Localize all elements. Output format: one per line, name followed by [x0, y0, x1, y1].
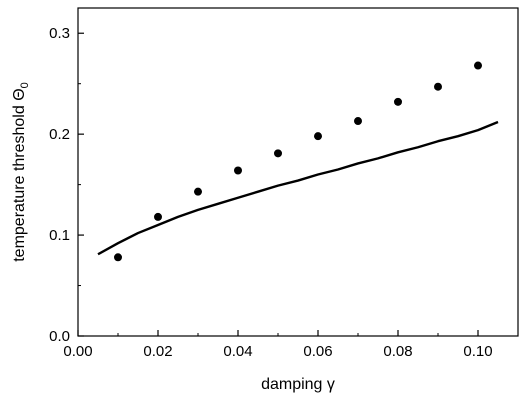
series-layer [97, 61, 499, 262]
x-tick-label: 0.06 [303, 343, 332, 360]
plot-frame [77, 7, 519, 337]
data-point [274, 149, 282, 158]
y-tick-label: 0.1 [49, 227, 70, 244]
x-tick-label: 0.04 [223, 343, 252, 360]
tick-labels-layer: 0.00 0.02 0.04 0.06 0.08 0.10 0.0 0.1 0.2 0.3 [49, 25, 492, 360]
data-point [354, 117, 362, 126]
y-tick-label: 0.0 [49, 328, 70, 345]
x-tick-label: 0.08 [383, 343, 412, 360]
data-point [394, 97, 402, 106]
x-tick-label: 0.02 [143, 343, 172, 360]
data-point [434, 82, 442, 91]
y-axis-title-subscript: 0 [19, 82, 31, 88]
y-axis-title: temperature threshold Θ0 [11, 82, 31, 262]
data-point [474, 61, 482, 70]
data-point [154, 212, 162, 221]
data-point [194, 187, 202, 196]
data-point [114, 253, 122, 262]
x-tick-label: 0.10 [463, 343, 492, 360]
data-point [314, 132, 322, 141]
y-tick-label: 0.3 [49, 25, 70, 42]
theory-curve [97, 120, 499, 256]
x-tick-label: 0.00 [63, 343, 92, 360]
data-point [234, 166, 242, 175]
y-axis-title-main: temperature threshold Θ [11, 88, 28, 261]
x-axis-title: damping γ [261, 376, 335, 393]
y-tick-label: 0.2 [49, 126, 70, 143]
